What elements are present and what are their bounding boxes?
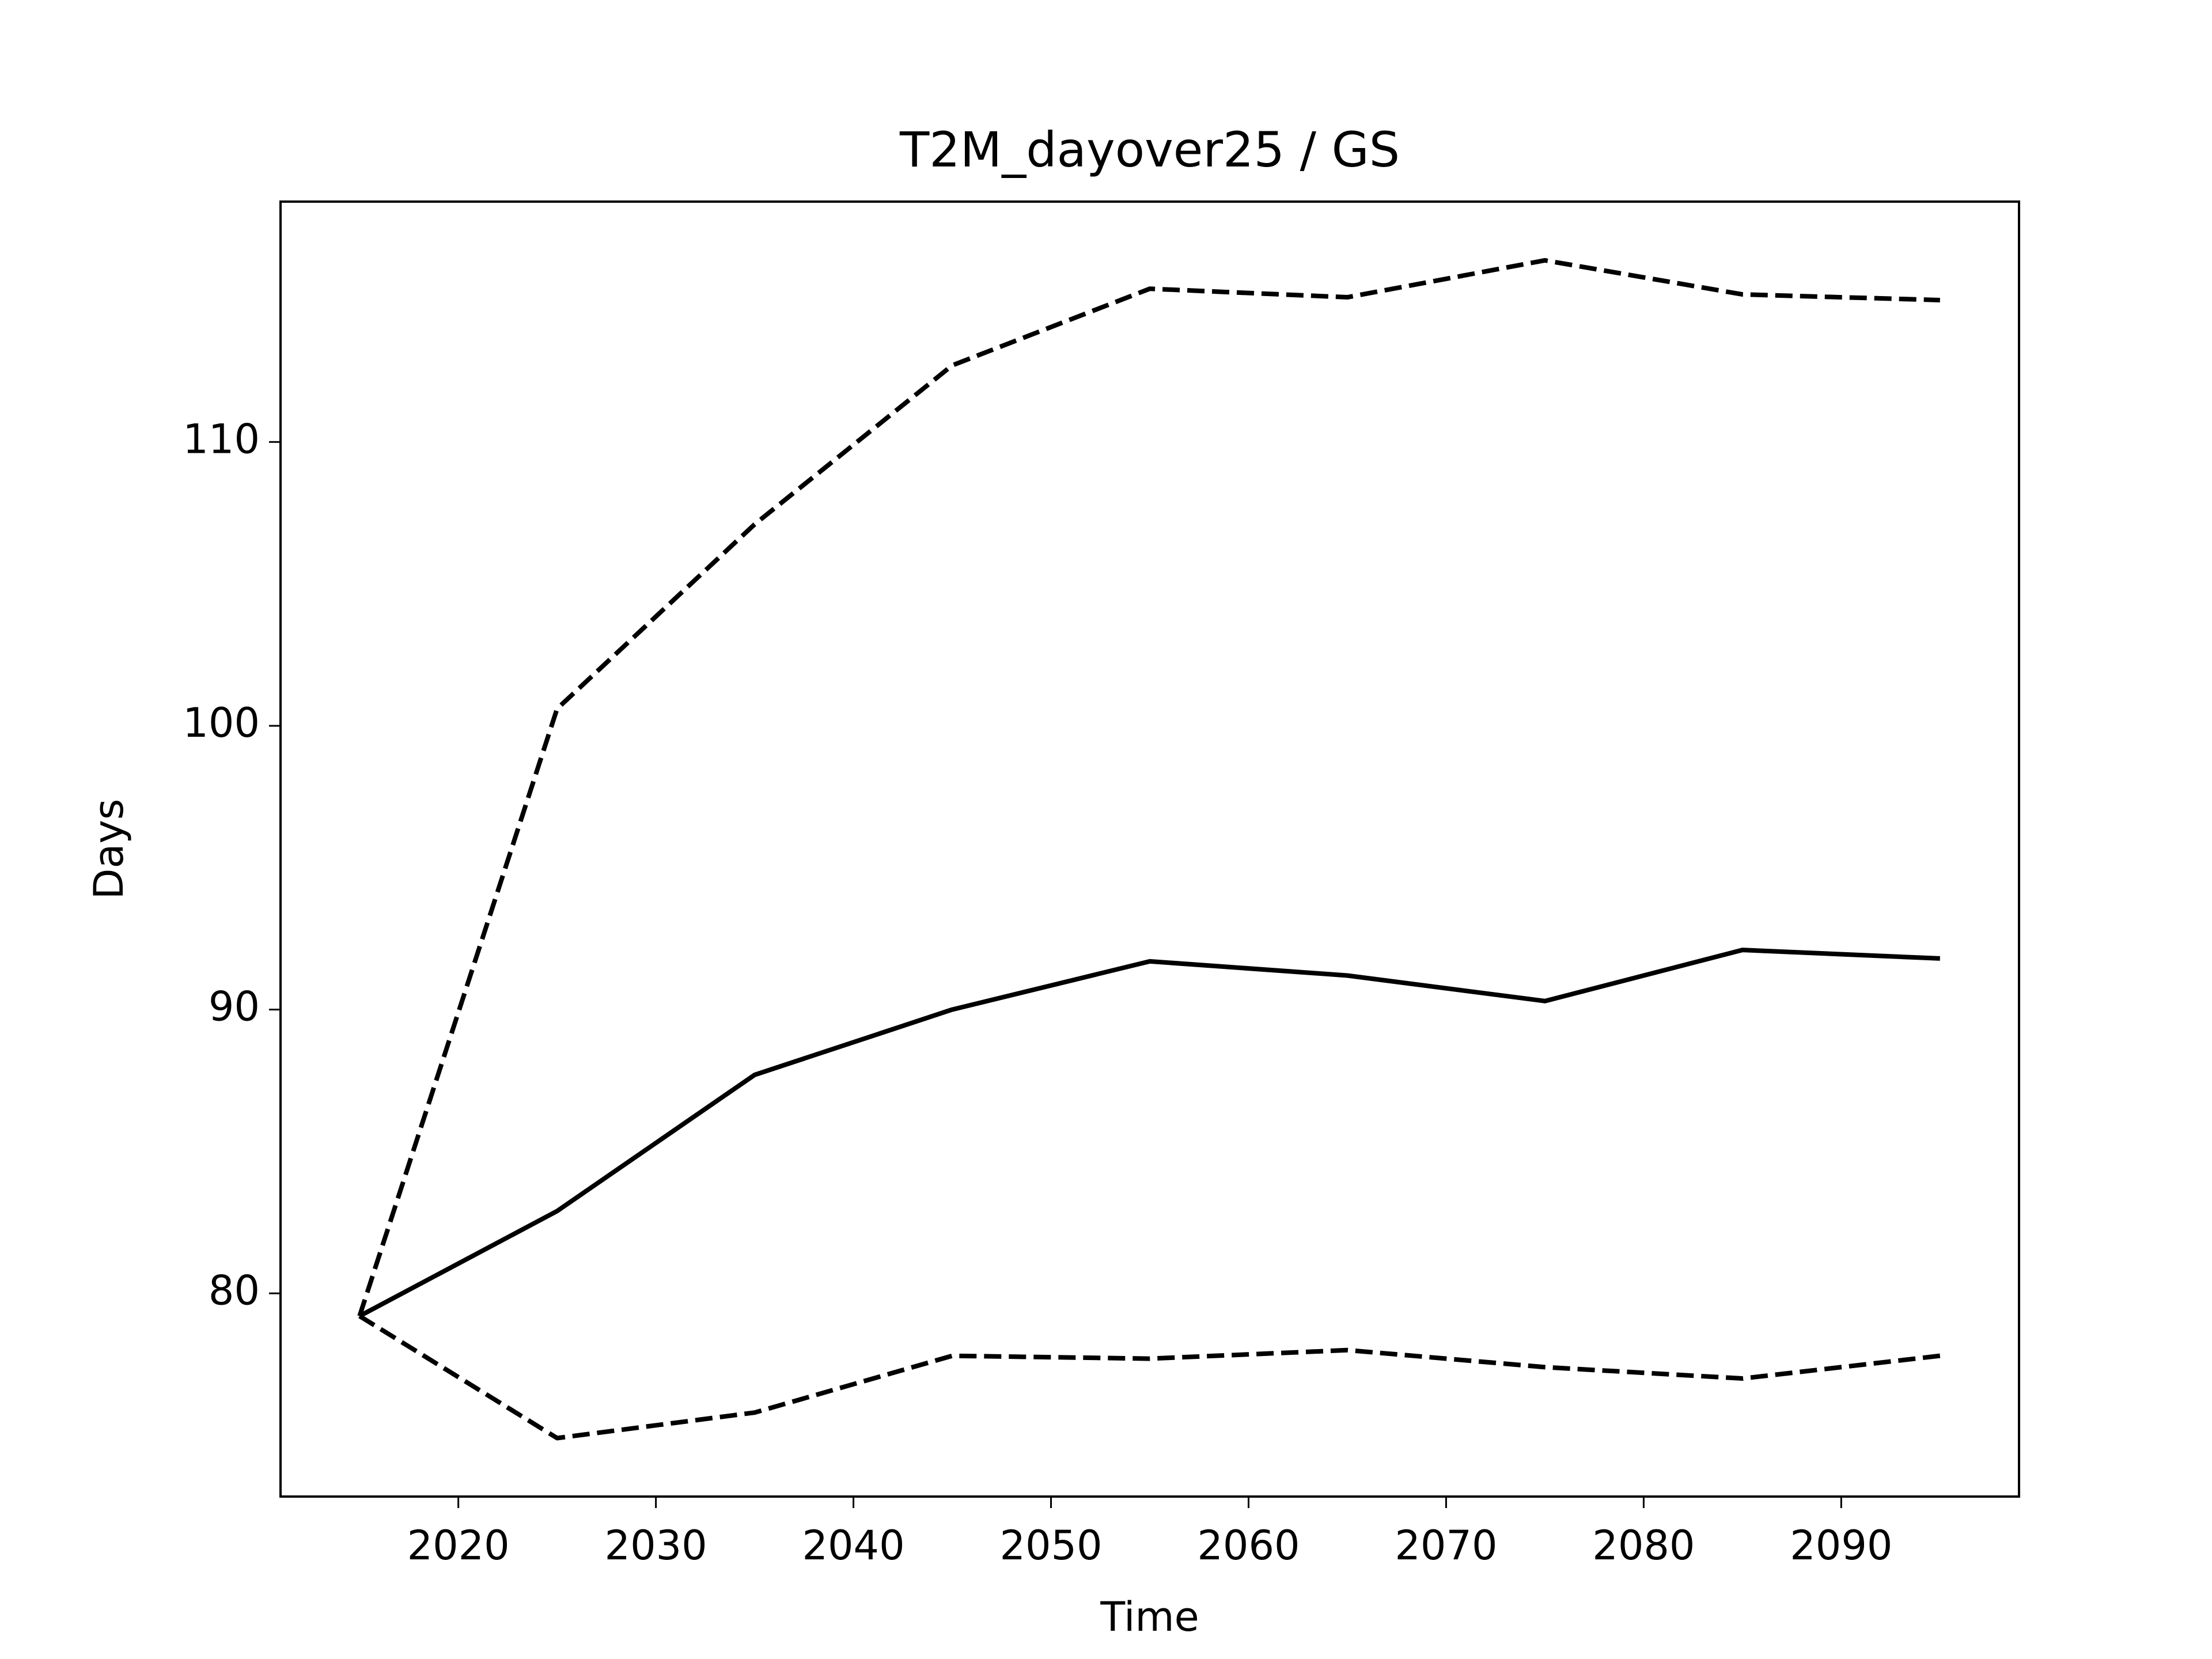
y-axis-label: Days: [85, 799, 132, 900]
x-tick-label: 2040: [802, 1522, 904, 1569]
x-tick-label: 2070: [1395, 1522, 1497, 1569]
y-tick-label: 90: [209, 983, 260, 1031]
x-tick-label: 2080: [1592, 1522, 1695, 1569]
y-tick-label: 100: [183, 699, 260, 747]
x-tick-label: 2020: [407, 1522, 510, 1569]
x-tick-label: 2030: [605, 1522, 707, 1569]
y-tick-label: 110: [183, 415, 260, 463]
data-line: [357, 257, 1940, 1317]
x-axis-label: Time: [1100, 1593, 1199, 1641]
chart-title: T2M_dayover25 / GS: [899, 122, 1400, 178]
x-tick-label: 2090: [1790, 1522, 1892, 1569]
data-line: [358, 948, 1940, 1319]
plot-frame: [279, 200, 2020, 1498]
x-tick-label: 2060: [1197, 1522, 1300, 1569]
data-line: [358, 1314, 1941, 1441]
y-tick-label: 80: [209, 1267, 260, 1314]
x-tick-label: 2050: [999, 1522, 1102, 1569]
